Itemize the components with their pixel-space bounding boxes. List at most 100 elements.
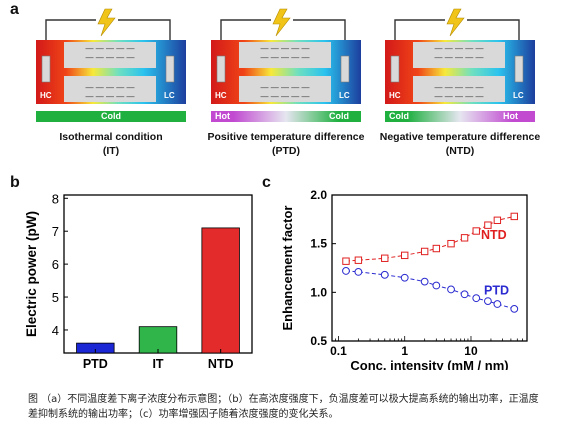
y-axis-label: Enhancement factor xyxy=(280,206,295,331)
condition-label: Positive temperature difference (PTD) xyxy=(207,131,365,157)
x-tick-label: 0.1 xyxy=(330,344,347,358)
figure-caption: 图 （a）不同温度差下离子浓度分布示意图；（b）在高浓度强度下，负温度差可以极大… xyxy=(28,394,539,420)
x-tick-label: NTD xyxy=(208,357,234,370)
data-point-ntd xyxy=(460,234,469,242)
x-tick-label: 10 xyxy=(464,344,478,358)
surface-charge-marks: — — — — — xyxy=(86,53,135,62)
surface-charge-marks: — — — — — xyxy=(261,53,310,62)
data-point-ptd xyxy=(493,300,502,308)
y-tick-label: 8 xyxy=(52,191,59,206)
bar-ntd xyxy=(201,227,240,354)
surface-charge-marks: — — — — — xyxy=(86,83,135,92)
wire-left xyxy=(394,19,445,42)
plot-frame xyxy=(331,194,528,342)
channel-top-wall xyxy=(64,42,156,68)
panel-b-letter: b xyxy=(10,174,20,191)
cold-chamber-label: LC xyxy=(164,91,175,100)
surface-charge-marks: — — — — — xyxy=(86,44,135,53)
data-point-ptd xyxy=(432,281,441,290)
electrode-right xyxy=(514,55,524,83)
surface-charge-marks: — — — — — xyxy=(435,83,484,92)
surface-charge-marks: — — — — — xyxy=(261,83,310,92)
bar-it xyxy=(138,326,178,354)
y-tick-label: 7 xyxy=(52,224,59,239)
data-point-ntd xyxy=(354,256,363,264)
data-point-ntd xyxy=(510,212,518,221)
data-point-ptd xyxy=(342,267,350,275)
data-point-ntd xyxy=(472,227,480,235)
electrode-left xyxy=(390,55,400,83)
strip-label-hot: Hot xyxy=(215,111,230,121)
x-tick-label: 1 xyxy=(401,344,408,358)
device-1-diagram: — — — — —— — — — —— — — — —— — — — —HC LC xyxy=(36,8,186,104)
y-tick-label: 1.0 xyxy=(310,285,327,299)
wire-left xyxy=(45,19,96,42)
strip-label-cold: Cold xyxy=(329,111,349,121)
hot-chamber-label: HC xyxy=(389,91,401,100)
surface-charge-marks: — — — — — xyxy=(261,92,310,101)
cold-chamber-label: LC xyxy=(513,91,524,100)
temperature-strip xyxy=(385,111,535,122)
electrode-left xyxy=(216,55,226,83)
y-tick-label: 4 xyxy=(52,323,59,338)
data-point-ptd xyxy=(380,270,389,279)
wire-right xyxy=(467,19,520,42)
surface-charge-marks: — — — — — xyxy=(261,44,310,53)
data-point-ntd xyxy=(401,251,409,260)
x-tick-label: PTD xyxy=(83,357,108,370)
series-label-ptd: PTD xyxy=(484,283,509,297)
y-tick-label: 6 xyxy=(52,257,59,272)
condition-label: Negative temperature difference (NTD) xyxy=(379,131,541,157)
data-point-ptd xyxy=(472,294,481,303)
channel-bottom-wall xyxy=(239,76,331,102)
surface-charge-marks: — — — — — xyxy=(435,92,484,101)
data-point-ntd xyxy=(493,216,502,225)
device-2-diagram: — — — — —— — — — —— — — — —— — — — —HC LC xyxy=(211,8,361,104)
electrode-left xyxy=(41,55,51,83)
series-line-ptd xyxy=(345,270,515,310)
data-point-ntd xyxy=(381,254,389,262)
surface-charge-marks: — — — — — xyxy=(86,92,135,101)
y-tick-label: 1.5 xyxy=(310,237,327,251)
x-tick-label: IT xyxy=(152,357,163,370)
series-label-ntd: NTD xyxy=(481,228,507,242)
lightning-bolt-icon xyxy=(272,8,291,37)
y-tick-label: 5 xyxy=(52,290,59,305)
data-point-ntd xyxy=(447,239,455,248)
cold-chamber-label: LC xyxy=(339,91,350,100)
hot-chamber-label: HC xyxy=(215,91,227,100)
data-point-ptd xyxy=(484,297,492,305)
electrode-right xyxy=(165,55,175,83)
y-tick-label: 0.5 xyxy=(310,334,327,348)
temperature-strip xyxy=(36,111,186,122)
strip-label-cold: Cold xyxy=(389,111,409,121)
device-3-diagram: — — — — —— — — — —— — — — —— — — — —HC LC xyxy=(385,8,535,104)
hot-chamber-label: HC xyxy=(40,91,52,100)
y-axis-label: Electric power (pW) xyxy=(24,211,39,337)
y-tick-label: 2.0 xyxy=(310,188,327,202)
panel-a-letter: a xyxy=(10,1,19,18)
surface-charge-marks: — — — — — xyxy=(435,53,484,62)
surface-charge-marks: — — — — — xyxy=(435,44,484,53)
data-point-ptd xyxy=(400,273,409,282)
data-point-ptd xyxy=(447,285,455,294)
wire-right xyxy=(293,19,346,42)
wire-right xyxy=(118,19,171,42)
condition-label: Isothermal condition (IT) xyxy=(59,131,163,157)
data-point-ptd xyxy=(510,304,519,313)
data-point-ptd xyxy=(460,290,469,299)
strip-label-hot: Hot xyxy=(503,111,518,121)
lightning-bolt-icon xyxy=(446,8,465,37)
strip-label-cold: Cold xyxy=(101,111,121,121)
channel-top-wall xyxy=(413,42,505,68)
wire-left xyxy=(220,19,271,42)
data-point-ntd xyxy=(484,221,492,229)
data-point-ntd xyxy=(342,257,350,265)
channel-bottom-wall xyxy=(64,76,156,102)
panel-b-bar-chart: 4 5 6 7 8 PTD IT NTD Electric power (pW) xyxy=(24,191,253,370)
channel-top-wall xyxy=(239,42,331,68)
channel-bottom-wall xyxy=(413,76,505,102)
data-point-ntd xyxy=(432,244,441,253)
lightning-bolt-icon xyxy=(97,8,116,37)
